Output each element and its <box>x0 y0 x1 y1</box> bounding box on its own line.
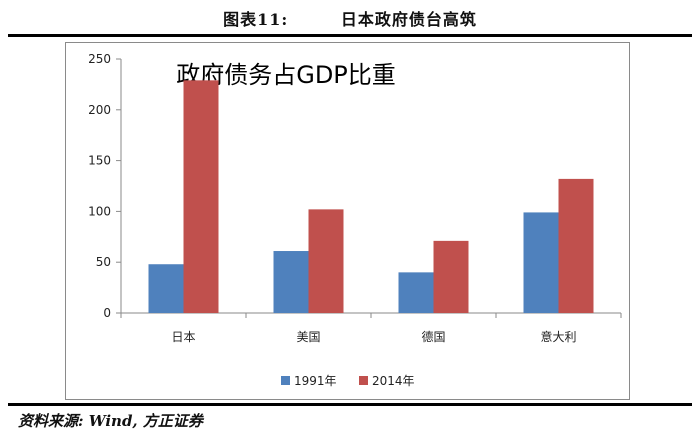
bars <box>148 80 594 313</box>
figure-title: 图表11: 日本政府债台高筑 <box>223 10 477 29</box>
bar-series-2 <box>308 209 344 313</box>
x-tick-label: 意大利 <box>540 329 576 344</box>
y-axis: 0 50 100 150 200 250 <box>88 52 122 320</box>
bar-series-1 <box>523 212 559 313</box>
y-tick-label: 100 <box>88 204 111 218</box>
top-rule <box>8 34 692 37</box>
source-note: 资料来源: Wind, 方正证券 <box>18 412 203 430</box>
legend-label: 2014年 <box>372 374 415 388</box>
bar-series-1 <box>148 264 184 313</box>
legend-swatch <box>359 376 368 385</box>
x-tick-label: 德国 <box>421 329 445 344</box>
chart-frame: 政府债务占GDP比重 0 50 100 150 200 250 日本 美国 德国 意大利 199… <box>65 42 630 400</box>
y-tick-label: 200 <box>88 103 111 117</box>
x-tick-label: 日本 <box>171 330 195 344</box>
x-tick-label: 美国 <box>296 330 320 344</box>
bar-series-2 <box>558 178 594 313</box>
bar-series-2 <box>433 240 469 313</box>
bottom-rule <box>8 403 692 406</box>
y-tick-label: 50 <box>96 255 111 269</box>
bar-series-1 <box>398 272 434 313</box>
legend-swatch <box>281 376 290 385</box>
y-tick-label: 0 <box>103 306 111 320</box>
y-tick-label: 250 <box>88 52 111 66</box>
y-tick-label: 150 <box>88 154 111 168</box>
legend-label: 1991年 <box>294 374 337 388</box>
x-axis: 日本 美国 德国 意大利 <box>120 312 622 344</box>
bar-series-2 <box>183 80 219 313</box>
bar-series-1 <box>273 251 309 313</box>
legend: 1991年 2014年 <box>281 374 415 388</box>
figure-header: 图表11: 日本政府债台高筑 <box>0 0 700 36</box>
